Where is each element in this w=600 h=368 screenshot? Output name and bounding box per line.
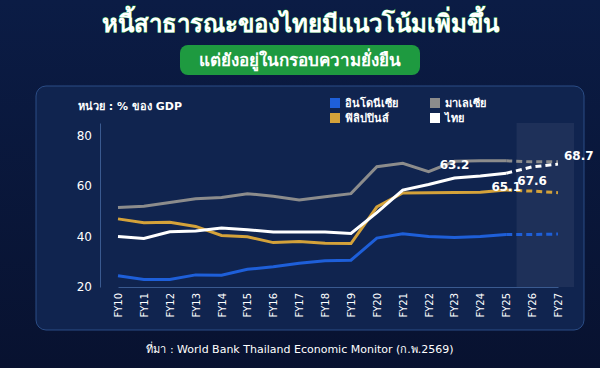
x-tick: FY15 xyxy=(242,287,253,318)
x-tick-label: FY11 xyxy=(139,293,150,318)
x-tick: FY19 xyxy=(346,287,357,318)
x-tick: FY27 xyxy=(553,287,564,318)
series-line xyxy=(506,164,558,173)
legend-swatch xyxy=(330,98,340,108)
series-line xyxy=(118,190,506,243)
x-axis-line xyxy=(119,287,559,288)
x-tick-label: FY10 xyxy=(113,293,124,318)
x-tick: FY17 xyxy=(294,287,305,318)
data-label: 63.2 xyxy=(440,158,470,172)
y-tick-label: 60 xyxy=(77,179,92,193)
x-tick-label: FY15 xyxy=(242,293,253,318)
y-tick-label: 40 xyxy=(77,230,92,244)
subtitle: แต่ยังอยู่ในกรอบความยั่งยืน xyxy=(199,48,401,72)
forecast-shade xyxy=(517,123,574,287)
subtitle-box xyxy=(180,45,420,75)
y-tick: 40 xyxy=(77,230,100,244)
x-tick-label: FY18 xyxy=(320,293,331,318)
x-tick-label: FY22 xyxy=(424,293,435,318)
y-label: หน่วย : % ของ GDP xyxy=(78,100,182,113)
x-tick: FY23 xyxy=(449,287,460,318)
y-tick-label: 20 xyxy=(77,280,92,294)
series-line xyxy=(506,233,558,237)
x-tick: FY25 xyxy=(501,287,512,318)
x-tick-label: FY13 xyxy=(191,293,202,318)
x-axis: FY10 FY11 FY12 FY13 FY14 FY15 FY16 FY17 FY18 FY19… xyxy=(113,287,564,318)
x-tick-label: FY24 xyxy=(475,293,486,318)
x-tick-label: FY17 xyxy=(294,293,305,318)
x-tick: FY21 xyxy=(398,287,409,318)
x-tick: FY12 xyxy=(165,287,176,318)
y-axis-line xyxy=(100,124,101,288)
source: ที่มา : World Bank Thailand Economic Mon… xyxy=(146,341,453,356)
x-tick: FY10 xyxy=(113,287,124,318)
series-line xyxy=(118,234,506,280)
x-tick: FY22 xyxy=(424,287,435,318)
x-tick: FY18 xyxy=(320,287,331,318)
x-tick-label: FY25 xyxy=(501,293,512,318)
y-tick: 60 xyxy=(77,179,100,193)
y-axis: 20 40 60 80 xyxy=(77,124,101,295)
y-tick-label: 80 xyxy=(77,129,92,143)
x-tick: FY26 xyxy=(527,287,538,318)
x-tick: FY14 xyxy=(217,287,228,318)
series-line xyxy=(118,173,506,238)
x-tick: FY11 xyxy=(139,287,150,318)
title: หนี้สาธารณะของไทยมีแนวโน้มเพิ่มขึ้น xyxy=(102,5,500,38)
series-line xyxy=(506,161,558,162)
legend-swatch xyxy=(430,113,440,123)
legend-label: ฟิลิปปินส์ xyxy=(345,112,389,125)
x-tick-label: FY19 xyxy=(346,293,357,318)
legend-label: ไทย xyxy=(443,111,464,125)
lines xyxy=(118,161,558,280)
legend-label: อินโดนีเซีย xyxy=(345,96,398,110)
x-tick: FY24 xyxy=(475,287,486,318)
x-tick: FY13 xyxy=(191,287,202,318)
y-tick: 20 xyxy=(77,280,100,294)
x-tick: FY16 xyxy=(268,287,279,318)
data-label: 68.7 xyxy=(564,149,594,163)
chart: หนี้สาธารณะของไทยมีแนวโน้มเพิ่มขึ้นแต่ยั… xyxy=(0,0,600,368)
panel xyxy=(36,86,584,330)
legend-swatch xyxy=(330,113,340,123)
x-tick-label: FY16 xyxy=(268,293,279,318)
x-tick-label: FY20 xyxy=(372,293,383,318)
legend-swatch xyxy=(430,98,440,108)
x-tick-label: FY14 xyxy=(217,293,228,318)
x-tick-label: FY21 xyxy=(398,293,409,318)
x-tick-label: FY12 xyxy=(165,293,176,318)
x-tick-label: FY23 xyxy=(449,293,460,318)
x-tick-label: FY27 xyxy=(553,293,564,318)
y-tick: 80 xyxy=(77,129,100,143)
x-tick-label: FY26 xyxy=(527,293,538,318)
background xyxy=(0,0,600,368)
x-tick: FY20 xyxy=(372,287,383,318)
data-label: 67.6 xyxy=(517,174,547,188)
legend-label: มาเลเซีย xyxy=(445,97,486,110)
legend: อินโดนีเซีย มาเลเซียฟิลิปปินส์ ไทย xyxy=(330,96,486,125)
